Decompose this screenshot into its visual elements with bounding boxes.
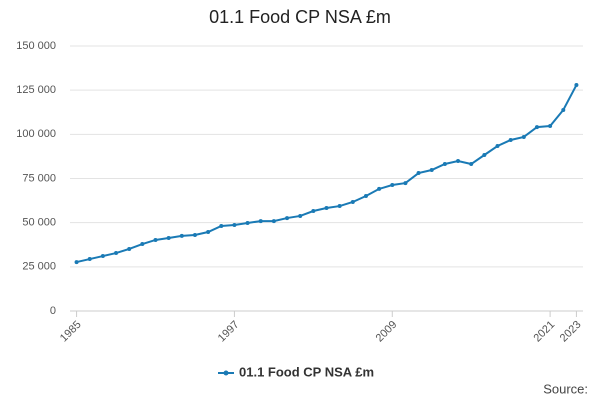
point [363, 193, 368, 198]
point [377, 186, 382, 191]
point [258, 219, 263, 224]
source: Source: [543, 381, 588, 396]
line [76, 84, 578, 264]
legend-label: 01.1 Food CP NSA £m [239, 364, 374, 379]
point [548, 124, 553, 129]
point [271, 219, 276, 224]
point [114, 251, 119, 256]
point [482, 153, 487, 158]
point [469, 162, 474, 167]
chart-title: 01.1 Food CP NSA £m [209, 7, 391, 27]
legend-marker [223, 370, 229, 376]
y-tick-label: 150 000 [16, 40, 56, 52]
y-tick-label: 0 [50, 305, 56, 317]
x-tick-label: 1997 [216, 319, 242, 345]
point [285, 216, 290, 221]
point [219, 224, 224, 229]
x-tick-label: 2009 [374, 319, 400, 345]
point [311, 209, 316, 214]
point [416, 171, 421, 176]
point [429, 168, 434, 173]
point [561, 107, 566, 112]
x-tick-label: 2023 [558, 319, 584, 345]
y-tick-label: 50 000 [22, 217, 56, 229]
x-tick-label: 1985 [58, 319, 84, 345]
point [521, 134, 526, 139]
point [403, 181, 408, 186]
point [350, 199, 355, 204]
point [153, 237, 158, 242]
point [495, 143, 500, 148]
point [337, 204, 342, 209]
point [87, 257, 92, 262]
y-tick-label: 25 000 [22, 261, 56, 273]
point [232, 222, 237, 227]
point [390, 183, 395, 188]
point [127, 246, 132, 251]
point [456, 159, 461, 164]
point [245, 221, 250, 226]
y-tick-label: 100 000 [16, 128, 56, 140]
point [100, 254, 105, 259]
x-tick-label: 2021 [531, 319, 557, 345]
point [298, 213, 303, 218]
point [442, 162, 447, 167]
point [508, 137, 513, 142]
point [179, 233, 184, 238]
point [324, 206, 329, 211]
point [206, 230, 211, 235]
point [140, 242, 145, 247]
point [574, 83, 579, 88]
y-tick-label: 75 000 [22, 172, 56, 184]
point [74, 260, 79, 265]
y-tick-label: 125 000 [16, 84, 56, 96]
point [166, 236, 171, 241]
point [192, 233, 197, 238]
point [534, 125, 539, 130]
